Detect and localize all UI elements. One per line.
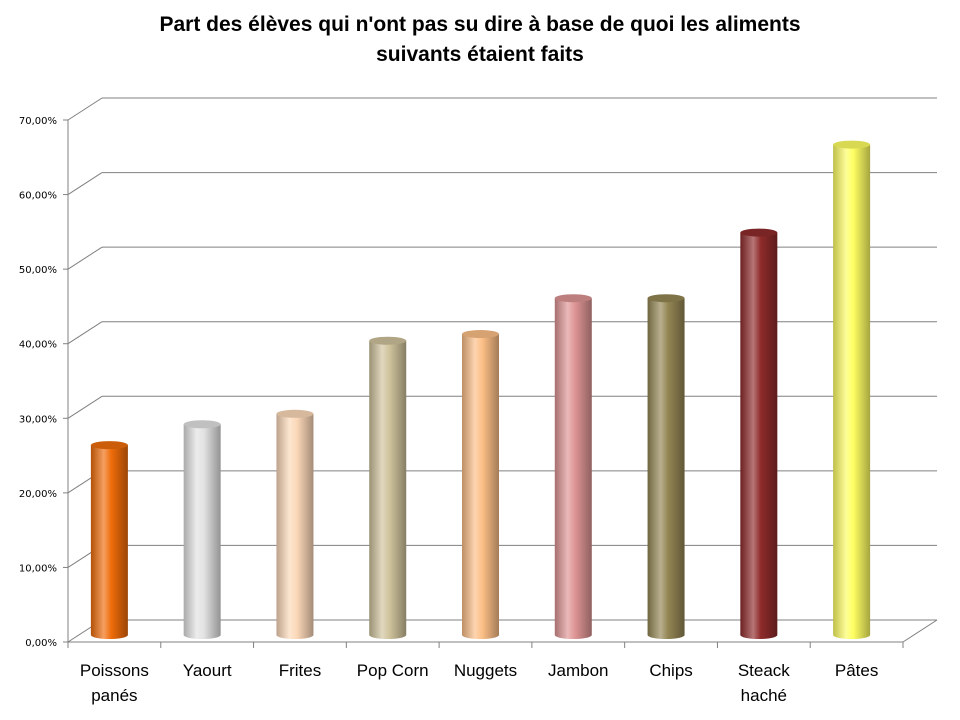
bar bbox=[276, 409, 314, 639]
chart-title: Part des élèves qui n'ont pas su dire à … bbox=[159, 13, 801, 66]
bar bbox=[462, 330, 499, 639]
y-tick-label: 30,00% bbox=[19, 414, 57, 425]
x-category-label: Poissons bbox=[80, 661, 149, 680]
bar-top bbox=[833, 140, 871, 149]
gridline-diagonal bbox=[67, 172, 103, 195]
bar bbox=[647, 294, 685, 639]
y-tick-label: 0,00% bbox=[25, 638, 57, 649]
bar bbox=[369, 336, 407, 639]
y-tick-label: 10,00% bbox=[19, 563, 57, 574]
y-tick-label: 50,00% bbox=[19, 265, 57, 276]
axes bbox=[63, 119, 938, 648]
x-category-label: Pâtes bbox=[835, 661, 878, 680]
bar-top bbox=[369, 336, 407, 345]
bar-top bbox=[647, 294, 685, 303]
x-category-label: Chips bbox=[649, 661, 692, 680]
gridline-diagonal bbox=[67, 97, 103, 121]
x-category-label: Frites bbox=[279, 661, 322, 680]
bar bbox=[90, 441, 128, 639]
bar-top bbox=[462, 330, 499, 339]
gridlines bbox=[67, 97, 937, 643]
x-category-label: Steack bbox=[738, 661, 790, 680]
y-tick-label: 20,00% bbox=[19, 489, 57, 500]
bar-top bbox=[740, 228, 778, 237]
bar-body bbox=[462, 334, 499, 639]
bar-body bbox=[183, 424, 221, 639]
bar-top bbox=[90, 441, 128, 450]
gridline-diagonal bbox=[67, 321, 103, 345]
y-tick-label: 60,00% bbox=[19, 191, 57, 202]
bar bbox=[183, 420, 221, 639]
bar-top bbox=[183, 420, 221, 429]
bar-top bbox=[554, 294, 592, 303]
bar-body bbox=[276, 413, 314, 639]
bar-body bbox=[740, 232, 778, 639]
x-category-label: panés bbox=[91, 686, 137, 705]
y-tick-label: 70,00% bbox=[19, 116, 57, 127]
bar-body bbox=[369, 340, 407, 639]
x-category-label: Jambon bbox=[548, 661, 608, 680]
floor-edge bbox=[902, 619, 938, 643]
x-category-label: Pop Corn bbox=[357, 661, 429, 680]
bar-body bbox=[833, 144, 871, 639]
bar bbox=[740, 228, 778, 639]
gridline-diagonal bbox=[67, 395, 103, 419]
bar-body bbox=[647, 298, 685, 639]
y-tick-label: 40,00% bbox=[19, 340, 57, 351]
x-category-label: Nuggets bbox=[454, 661, 517, 680]
bar bbox=[833, 140, 871, 639]
bar-body bbox=[554, 298, 592, 639]
x-category-label: Yaourt bbox=[183, 661, 232, 680]
gridline-diagonal bbox=[67, 246, 103, 270]
bar bbox=[554, 294, 592, 639]
x-category-label: haché bbox=[741, 686, 787, 705]
bar-top bbox=[276, 409, 314, 418]
labels: 0,00% 10,00% 20,00% 30,00% 40,00% 50,00% 60,00… bbox=[19, 116, 878, 705]
bar-body bbox=[90, 445, 128, 639]
bars bbox=[90, 140, 871, 639]
